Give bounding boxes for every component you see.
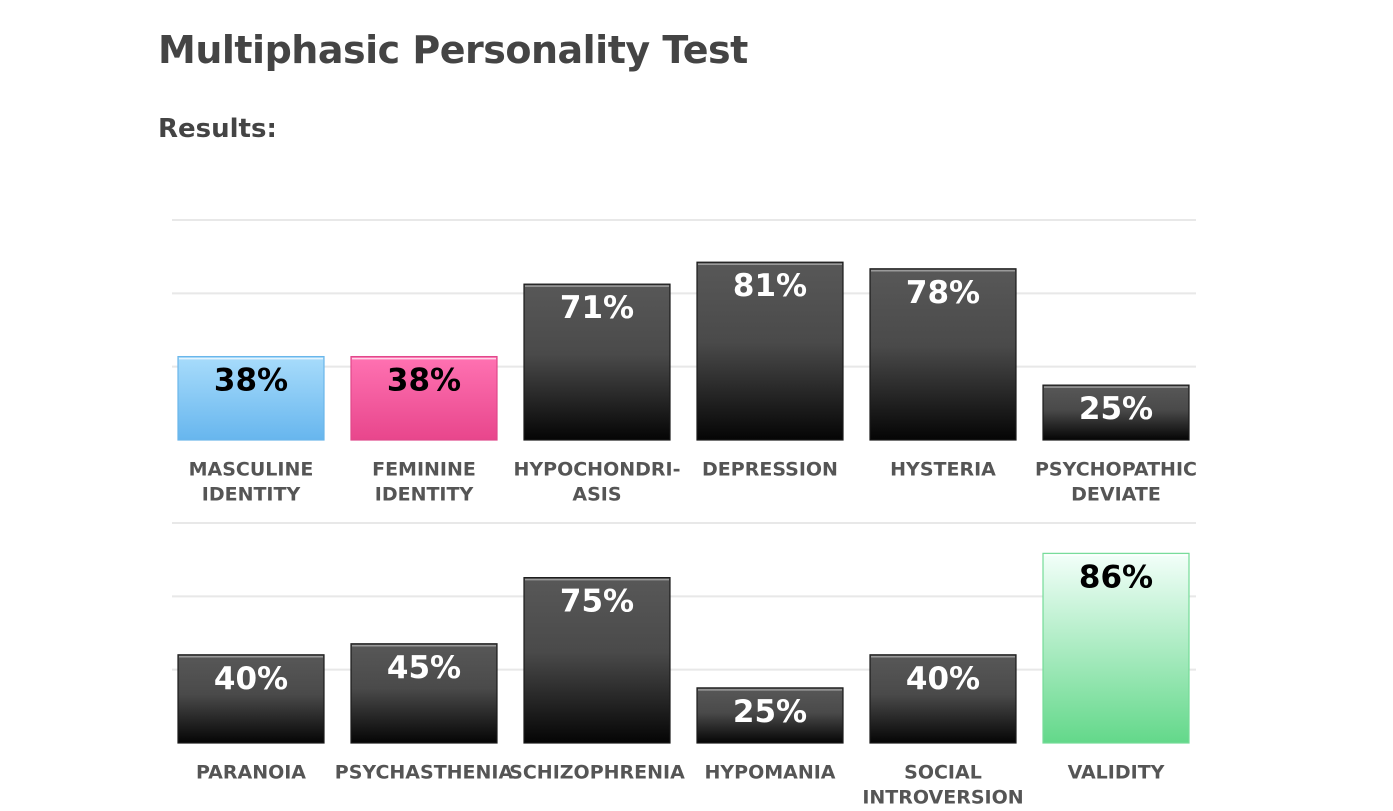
category-label: HYSTERIA (890, 459, 996, 481)
bar (1042, 384, 1190, 441)
category-label: PARANOIA (196, 762, 306, 784)
category-label: HYPOCHONDRI- (514, 459, 681, 481)
category-label: IDENTITY (375, 484, 474, 506)
category-label: INTROVERSION (862, 787, 1023, 809)
results-heading: Results: (158, 114, 277, 144)
bar (696, 687, 844, 744)
bar (350, 643, 498, 744)
category-label: IDENTITY (202, 484, 301, 506)
category-label: ASIS (572, 484, 621, 506)
bar (869, 654, 1017, 744)
category-label: DEPRESSION (702, 459, 838, 481)
value-label: 25% (1079, 391, 1153, 427)
category-label: VALIDITY (1068, 762, 1165, 784)
category-label: MASCULINE (189, 459, 314, 481)
bar (177, 654, 325, 744)
bar (350, 355, 498, 441)
value-label: 75% (560, 584, 634, 620)
category-label: SCHIZOPHRENIA (509, 762, 685, 784)
bar (1042, 552, 1190, 744)
value-label: 45% (387, 650, 461, 686)
category-label: SOCIAL (904, 762, 982, 784)
value-label: 38% (214, 363, 288, 399)
category-label: DEVIATE (1071, 484, 1161, 506)
chart-2: 40% PARANOIA 45% PSYCHASTHENIA 75% SCHIZOPHRE… (172, 522, 1196, 809)
value-label: 71% (560, 290, 634, 326)
bar (177, 355, 325, 441)
category-label: PSYCHOPATHIC (1035, 459, 1197, 481)
value-label: 25% (733, 694, 807, 730)
value-label: 86% (1079, 559, 1153, 595)
value-label: 81% (733, 268, 807, 304)
value-label: 40% (214, 661, 288, 697)
bar (523, 577, 671, 744)
category-label: HYPOMANIA (704, 762, 835, 784)
page-title: Multiphasic Personality Test (158, 28, 748, 72)
value-label: 40% (906, 661, 980, 697)
value-label: 78% (906, 275, 980, 311)
bar (523, 283, 671, 441)
bar (696, 261, 844, 441)
category-label: FEMININE (372, 459, 476, 481)
value-label: 38% (387, 363, 461, 399)
bar (869, 268, 1017, 441)
category-label: PSYCHASTHENIA (335, 762, 514, 784)
chart-1: 38% MASCULINE IDENTITY 38% FEMININE IDENTITY 7… (172, 219, 1197, 506)
